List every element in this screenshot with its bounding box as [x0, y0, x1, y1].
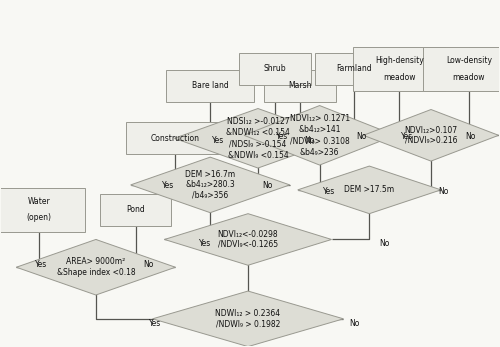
Text: No: No: [438, 187, 449, 196]
Text: NDWI₁₂ > 0.2364: NDWI₁₂ > 0.2364: [216, 309, 280, 318]
Text: Yes: Yes: [150, 319, 162, 328]
Polygon shape: [244, 105, 395, 165]
Text: Yes: Yes: [199, 239, 211, 248]
Text: Yes: Yes: [162, 181, 174, 191]
Text: No: No: [144, 260, 154, 269]
Polygon shape: [174, 109, 342, 168]
Bar: [314, 53, 394, 85]
Text: Yes: Yes: [401, 132, 413, 141]
Text: meadow: meadow: [452, 73, 485, 82]
Text: Yes: Yes: [35, 260, 48, 269]
Text: Yes: Yes: [212, 136, 224, 145]
Polygon shape: [152, 291, 344, 347]
Polygon shape: [298, 166, 441, 214]
Text: No: No: [379, 239, 390, 248]
Text: NDVI₁₂<-0.0298: NDVI₁₂<-0.0298: [218, 230, 278, 239]
Text: &NDWI₁₂ <0.154: &NDWI₁₂ <0.154: [226, 128, 290, 137]
Text: High-density: High-density: [375, 56, 424, 65]
Polygon shape: [164, 214, 332, 265]
Text: &b4₁₂>280.3: &b4₁₂>280.3: [186, 180, 235, 189]
Text: Low-density: Low-density: [446, 56, 492, 65]
Text: Shrub: Shrub: [264, 64, 286, 73]
Text: AREA> 9000m²: AREA> 9000m²: [66, 257, 126, 266]
Text: /NDWI₉ > 0.1982: /NDWI₉ > 0.1982: [216, 320, 280, 329]
Text: /b4₉>356: /b4₉>356: [192, 191, 228, 200]
Text: &b4₉>236: &b4₉>236: [300, 148, 340, 157]
Bar: [100, 194, 172, 226]
Text: Construction: Construction: [151, 134, 200, 143]
Text: Pond: Pond: [126, 205, 145, 214]
Text: NDVl₁₂> 0.1271: NDVl₁₂> 0.1271: [290, 114, 350, 123]
Polygon shape: [130, 157, 290, 213]
Text: &NDWI₉ <0.154: &NDWI₉ <0.154: [228, 151, 288, 160]
Text: No: No: [466, 132, 476, 141]
Text: DEM >17.5m: DEM >17.5m: [344, 185, 395, 194]
Bar: [126, 122, 225, 154]
Bar: [239, 53, 310, 85]
Text: DEM >16.7m: DEM >16.7m: [185, 170, 236, 179]
Text: No: No: [304, 136, 315, 145]
Text: /NDVI₉>0.216: /NDVI₉>0.216: [404, 136, 457, 145]
Text: (open): (open): [26, 213, 52, 222]
Text: &b4₁₂>141: &b4₁₂>141: [298, 125, 341, 134]
Text: No: No: [262, 181, 273, 191]
Polygon shape: [364, 110, 498, 161]
Text: No: No: [349, 319, 360, 328]
Bar: [0, 188, 85, 231]
Bar: [264, 70, 336, 102]
Text: Bare land: Bare land: [192, 81, 228, 90]
Text: /NDSI₉ >-0.154: /NDSI₉ >-0.154: [230, 139, 286, 149]
Polygon shape: [16, 239, 175, 295]
Text: No: No: [356, 132, 366, 141]
Text: /NDVI₉<-0.1265: /NDVI₉<-0.1265: [218, 240, 278, 249]
Text: Marsh: Marsh: [288, 81, 312, 90]
Bar: [423, 47, 500, 91]
Text: Yes: Yes: [276, 132, 288, 141]
Text: /NDVI₉> 0.3108: /NDVI₉> 0.3108: [290, 136, 350, 145]
Bar: [166, 70, 254, 102]
Text: meadow: meadow: [383, 73, 416, 82]
Text: Yes: Yes: [324, 187, 336, 196]
Bar: [354, 47, 445, 91]
Text: &Shape index <0.18: &Shape index <0.18: [56, 268, 135, 277]
Text: NDVl₁₂>0.107: NDVl₁₂>0.107: [404, 126, 458, 135]
Text: Farmland: Farmland: [336, 64, 372, 73]
Text: NDSI₁₂ >-0.0127: NDSI₁₂ >-0.0127: [226, 117, 290, 126]
Text: Water: Water: [28, 197, 50, 206]
